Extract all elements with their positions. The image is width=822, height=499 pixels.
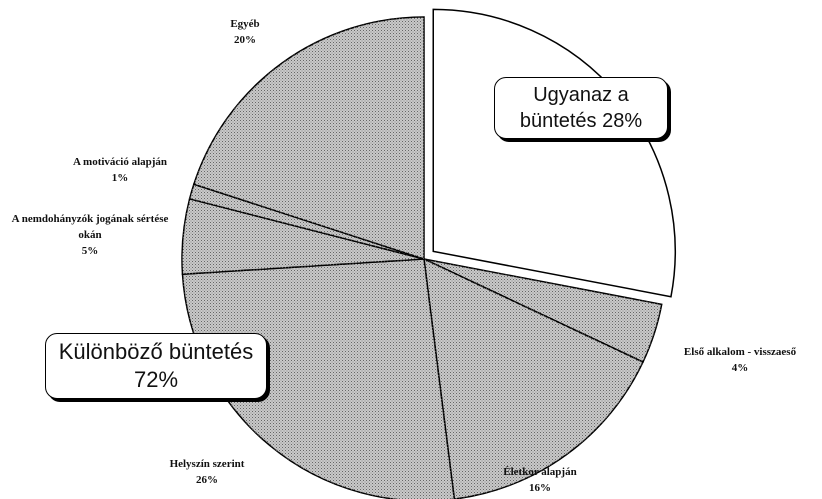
slice-label: Első alkalom - visszaeső — [683, 346, 797, 358]
callout-value: 72% — [133, 367, 179, 392]
slice-label-group: Egyéb 20% — [145, 16, 345, 48]
slice-value: 28% — [602, 110, 643, 132]
slice-label: Egyéb — [230, 18, 260, 30]
slice-value: 4% — [731, 362, 749, 374]
slice-label: Életkor alapján — [503, 466, 577, 478]
slice-value: 20% — [234, 34, 256, 46]
slice-label: A motiváció alapján — [72, 156, 168, 168]
pie-slice — [432, 8, 676, 298]
slice-label-group: A motiváció alapján 1% — [20, 154, 220, 186]
slice-value: 16% — [529, 482, 551, 494]
slice-label-group: A nemdohányzók jogának sértése okán 5% — [5, 211, 175, 259]
slice-label-box: Ugyanaz a büntetés 28% — [494, 77, 668, 139]
callout: Különböző büntetés 72% — [45, 333, 267, 399]
slice-label: Helyszín szerint — [169, 458, 245, 470]
slice-value: 26% — [196, 474, 218, 486]
slice-label-group: Életkor alapján 16% — [440, 464, 640, 496]
slice-label-group: Helyszín szerint 26% — [107, 456, 307, 488]
callout-label: Különböző büntetés — [58, 339, 254, 364]
slice-value: 1% — [111, 172, 129, 184]
slice-value: 5% — [81, 245, 99, 257]
slice-label: Ugyanaz a büntetés — [519, 84, 629, 132]
slice-label-group: Első alkalom - visszaeső 4% — [640, 344, 822, 376]
slice-label: A nemdohányzók jogának sértése okán — [11, 213, 169, 241]
